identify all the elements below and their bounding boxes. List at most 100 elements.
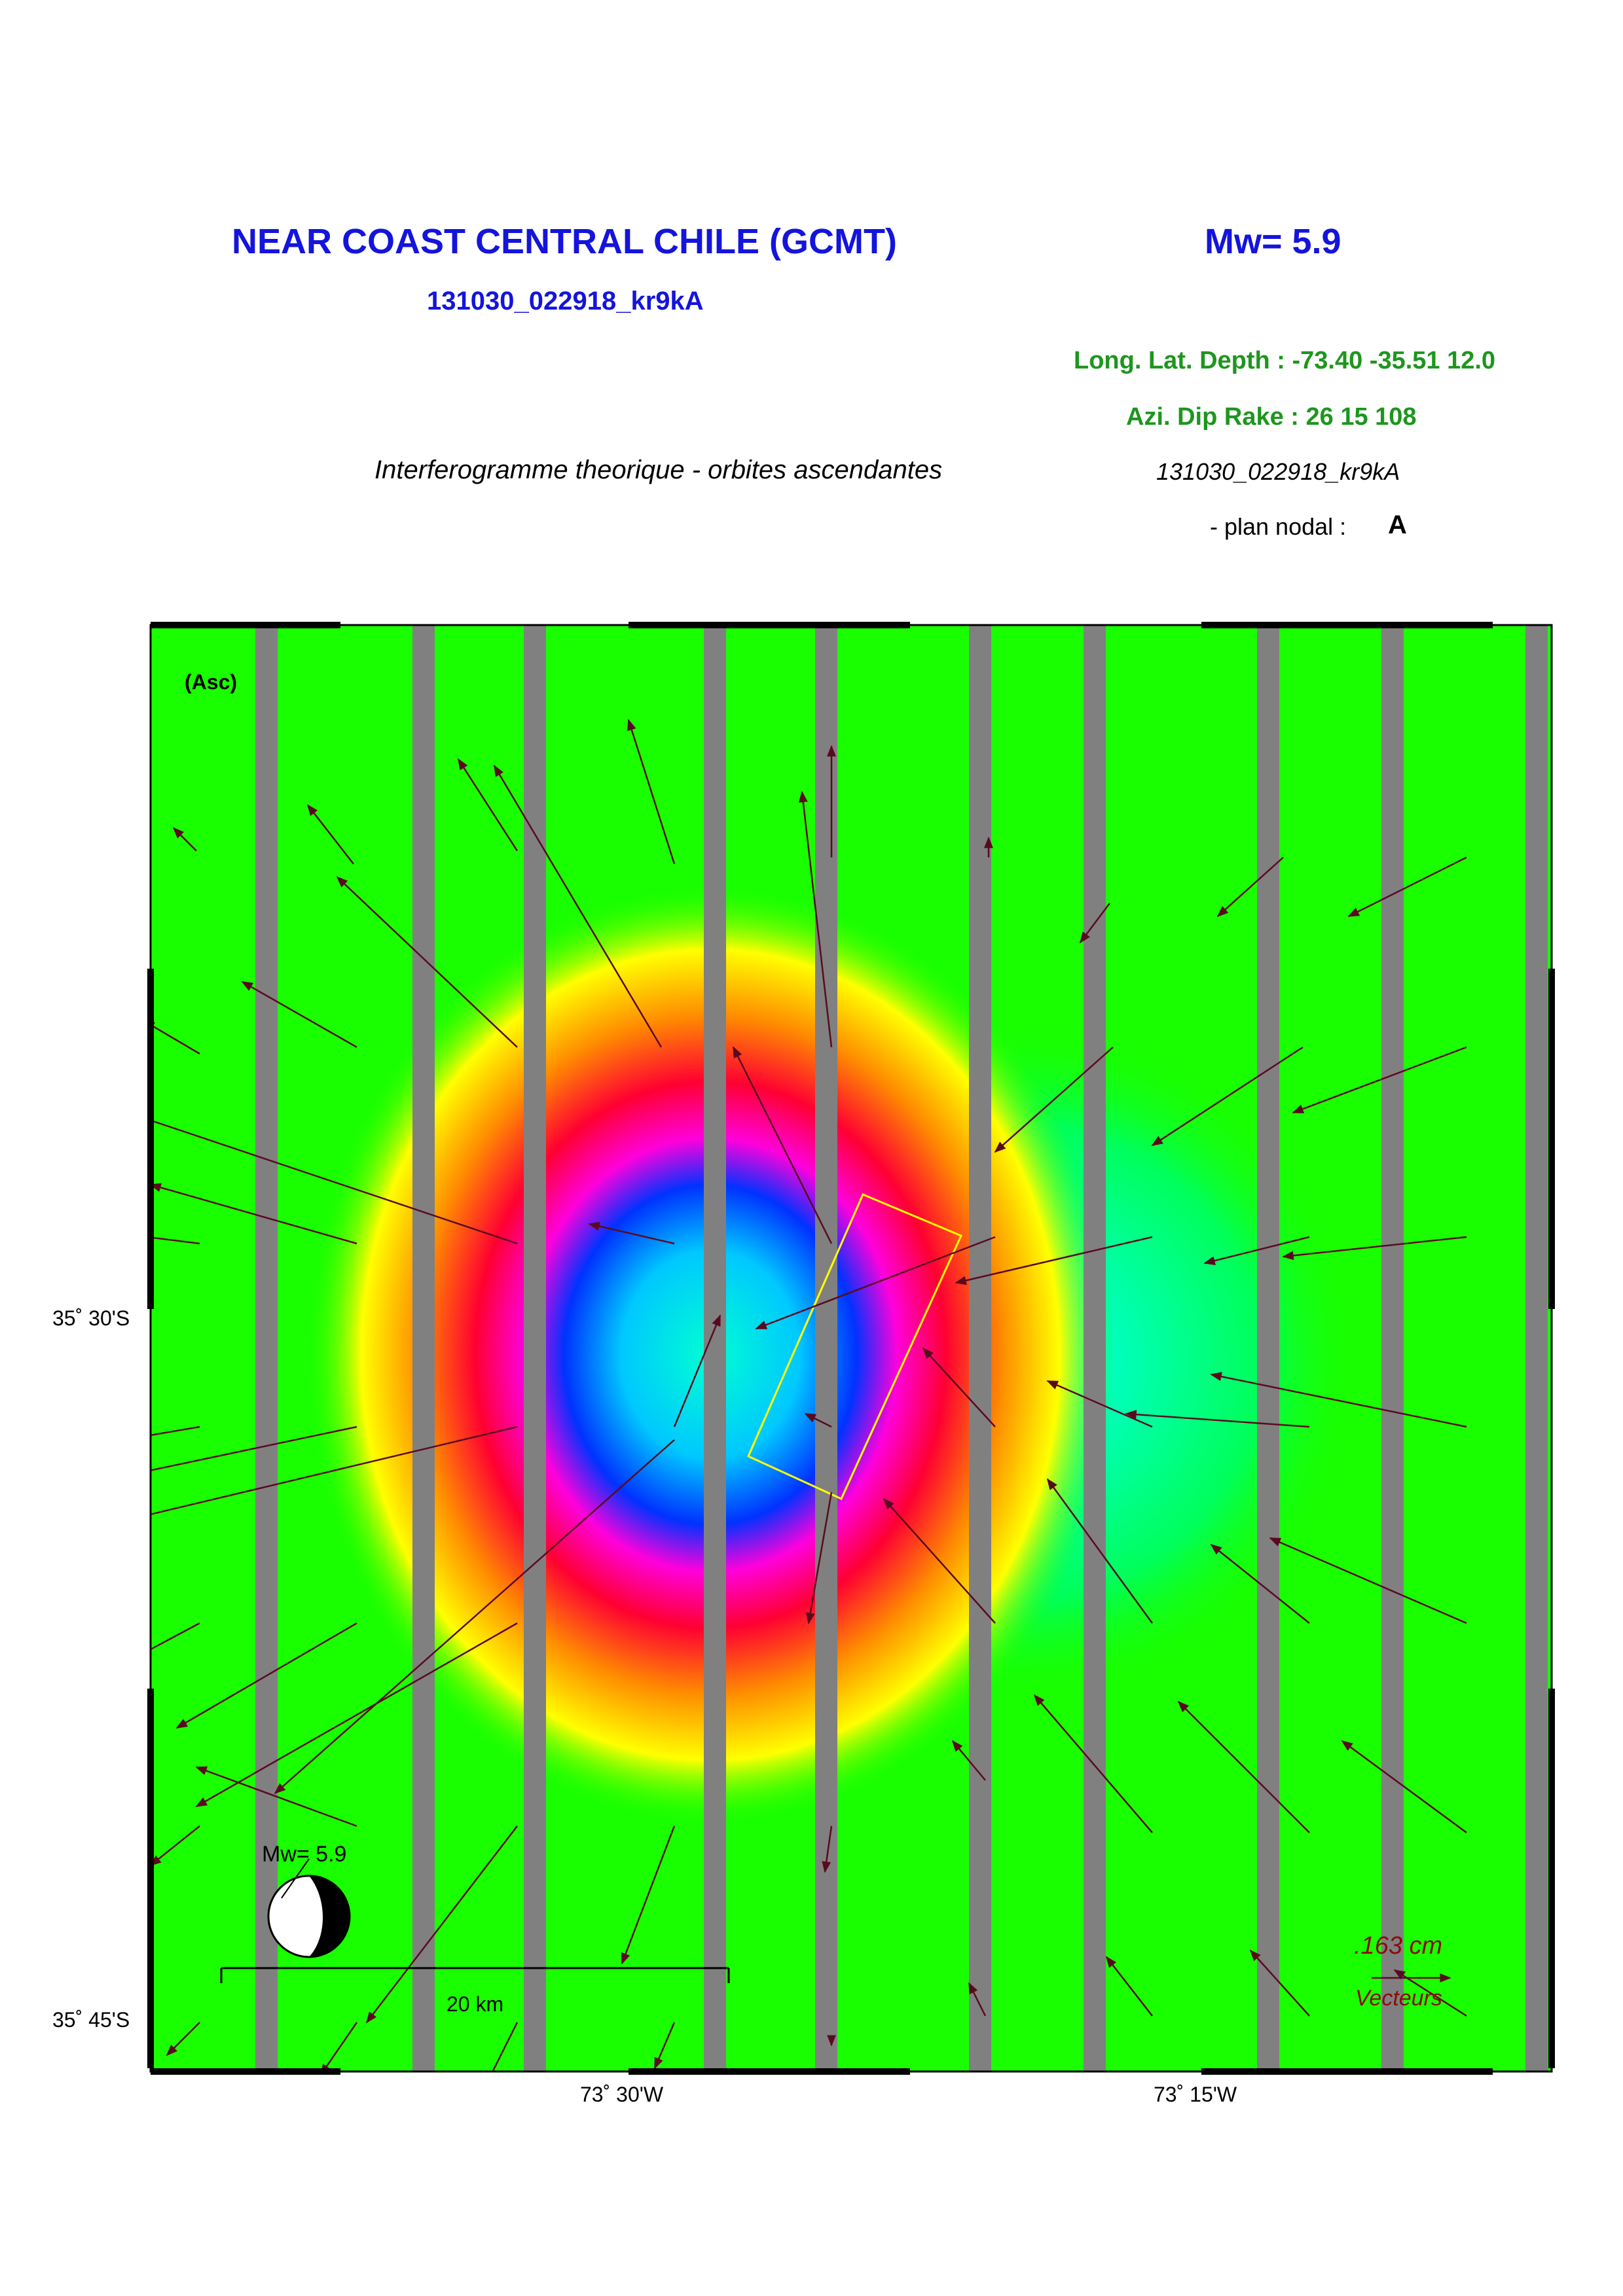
event-code: 131030_022918_kr9kA — [427, 287, 704, 315]
scale-bar — [220, 1967, 730, 1983]
vector-56 — [653, 2022, 676, 2070]
fault-plane-outline — [747, 1193, 963, 1500]
vector-34 — [1210, 1372, 1467, 1428]
beachball-label: Mw= 5.9 — [262, 1842, 347, 1867]
vector-50 — [1033, 1694, 1153, 1833]
event-code-italic: 131030_022918_kr9kA — [1156, 458, 1400, 485]
vector-46 — [365, 1825, 518, 2024]
tick-left-1 — [147, 1689, 154, 2068]
tick-top-2 — [1201, 622, 1493, 628]
vector-8 — [1347, 856, 1467, 918]
vector-53 — [166, 2022, 200, 2056]
vector-2 — [457, 758, 519, 852]
vector-44 — [151, 1825, 200, 1867]
displacement-vectors — [151, 719, 1467, 2072]
tick-bottom-0 — [151, 2068, 340, 2075]
vector-12 — [493, 764, 663, 1048]
vector-0 — [172, 827, 197, 852]
vector-13 — [798, 791, 833, 1048]
vector-18 — [151, 1183, 357, 1245]
vector-51 — [1177, 1700, 1310, 1833]
vector-43 — [1269, 1537, 1467, 1624]
vector-30 — [804, 1412, 832, 1428]
vector-52 — [1341, 1740, 1467, 1834]
scale-bar-label: 20 km — [447, 1992, 504, 2016]
vector-38 — [274, 1439, 675, 1795]
magnitude-label: Mw= 5.9 — [1205, 222, 1341, 261]
vector-6 — [1079, 903, 1110, 944]
stripe-5 — [969, 625, 991, 2072]
beachball-leader — [281, 1858, 310, 1899]
vector-45 — [195, 1766, 357, 1827]
vector-47 — [621, 1825, 676, 1965]
vector-23 — [955, 1236, 1153, 1285]
vector-20 — [588, 1221, 675, 1245]
vector-35 — [151, 1622, 200, 1651]
tick-top-0 — [151, 622, 340, 628]
event-title: NEAR COAST CENTRAL CHILE (GCMT) — [232, 222, 897, 261]
tick-right-0 — [1548, 969, 1555, 1309]
vector-19 — [151, 1119, 518, 1245]
beachball-icon — [267, 1874, 351, 1958]
vector-59 — [1105, 1956, 1153, 2017]
stripe-4 — [815, 625, 837, 2072]
vector-14 — [994, 1047, 1114, 1153]
vector-21 — [732, 1046, 833, 1244]
vector-58 — [968, 1982, 987, 2017]
lon-label-1: 73˚ 30'W — [580, 2083, 664, 2106]
vector-10 — [241, 980, 357, 1049]
tick-right-1 — [1548, 1689, 1555, 2068]
tick-bottom-1 — [629, 2068, 910, 2075]
vector-22 — [755, 1236, 996, 1330]
vector-31 — [922, 1347, 996, 1427]
vector-15 — [1151, 1046, 1304, 1147]
vector-48 — [822, 1825, 833, 1873]
tick-left-0 — [147, 969, 154, 1309]
vector-scale-label: Vecteurs — [1355, 1986, 1442, 2011]
tick-top-1 — [629, 622, 910, 628]
vector-49 — [951, 1740, 986, 1781]
vector-scale-value: .163 cm — [1354, 1932, 1443, 1960]
vector-39 — [805, 1492, 833, 1624]
vector-16 — [1292, 1046, 1467, 1114]
lat-label-2: 35˚ 45'S — [52, 2008, 130, 2032]
vector-32 — [1046, 1380, 1153, 1428]
vector-7 — [1216, 857, 1284, 918]
vector-26 — [151, 1426, 200, 1437]
mechanism-params: Azi. Dip Rake : 26 15 108 — [1126, 403, 1417, 431]
stripe-9 — [1525, 625, 1548, 2072]
stripe-7 — [1257, 625, 1279, 2072]
orbit-label: (Asc) — [185, 670, 238, 694]
vector-28 — [151, 1426, 518, 1516]
vector-3 — [627, 719, 676, 865]
vector-24 — [1203, 1236, 1310, 1265]
map-subtitle: Interferogramme theorique - orbites asce… — [374, 456, 943, 484]
location-params: Long. Lat. Depth : -73.40 -35.51 12.0 — [1074, 347, 1496, 374]
vector-40 — [883, 1498, 996, 1624]
vector-17 — [151, 1236, 200, 1245]
vector-41 — [1046, 1478, 1154, 1624]
lat-label-1: 35˚ 30'S — [52, 1306, 130, 1330]
vector-55 — [492, 2022, 519, 2072]
tick-bottom-2 — [1201, 2068, 1493, 2075]
stripe-2 — [524, 625, 546, 2072]
nodal-plane-label: - plan nodal : — [1210, 513, 1347, 540]
vector-27 — [151, 1426, 357, 1471]
orbit-stripes — [255, 625, 1548, 2072]
vector-60 — [1249, 1949, 1310, 2017]
vector-33 — [1125, 1410, 1310, 1428]
vector-1 — [306, 804, 354, 865]
vector-54 — [320, 2022, 358, 2072]
vector-11 — [336, 876, 518, 1048]
frame-ticks — [147, 622, 1555, 2075]
stripe-6 — [1084, 625, 1106, 2072]
vector-29 — [673, 1314, 721, 1427]
stripe-1 — [412, 625, 435, 2072]
vector-25 — [1282, 1236, 1467, 1261]
vector-36 — [175, 1622, 357, 1729]
vector-37 — [195, 1622, 518, 1808]
lon-label-2: 73˚ 15'W — [1154, 2083, 1237, 2106]
stripe-0 — [255, 625, 278, 2072]
stripe-8 — [1381, 625, 1404, 2072]
